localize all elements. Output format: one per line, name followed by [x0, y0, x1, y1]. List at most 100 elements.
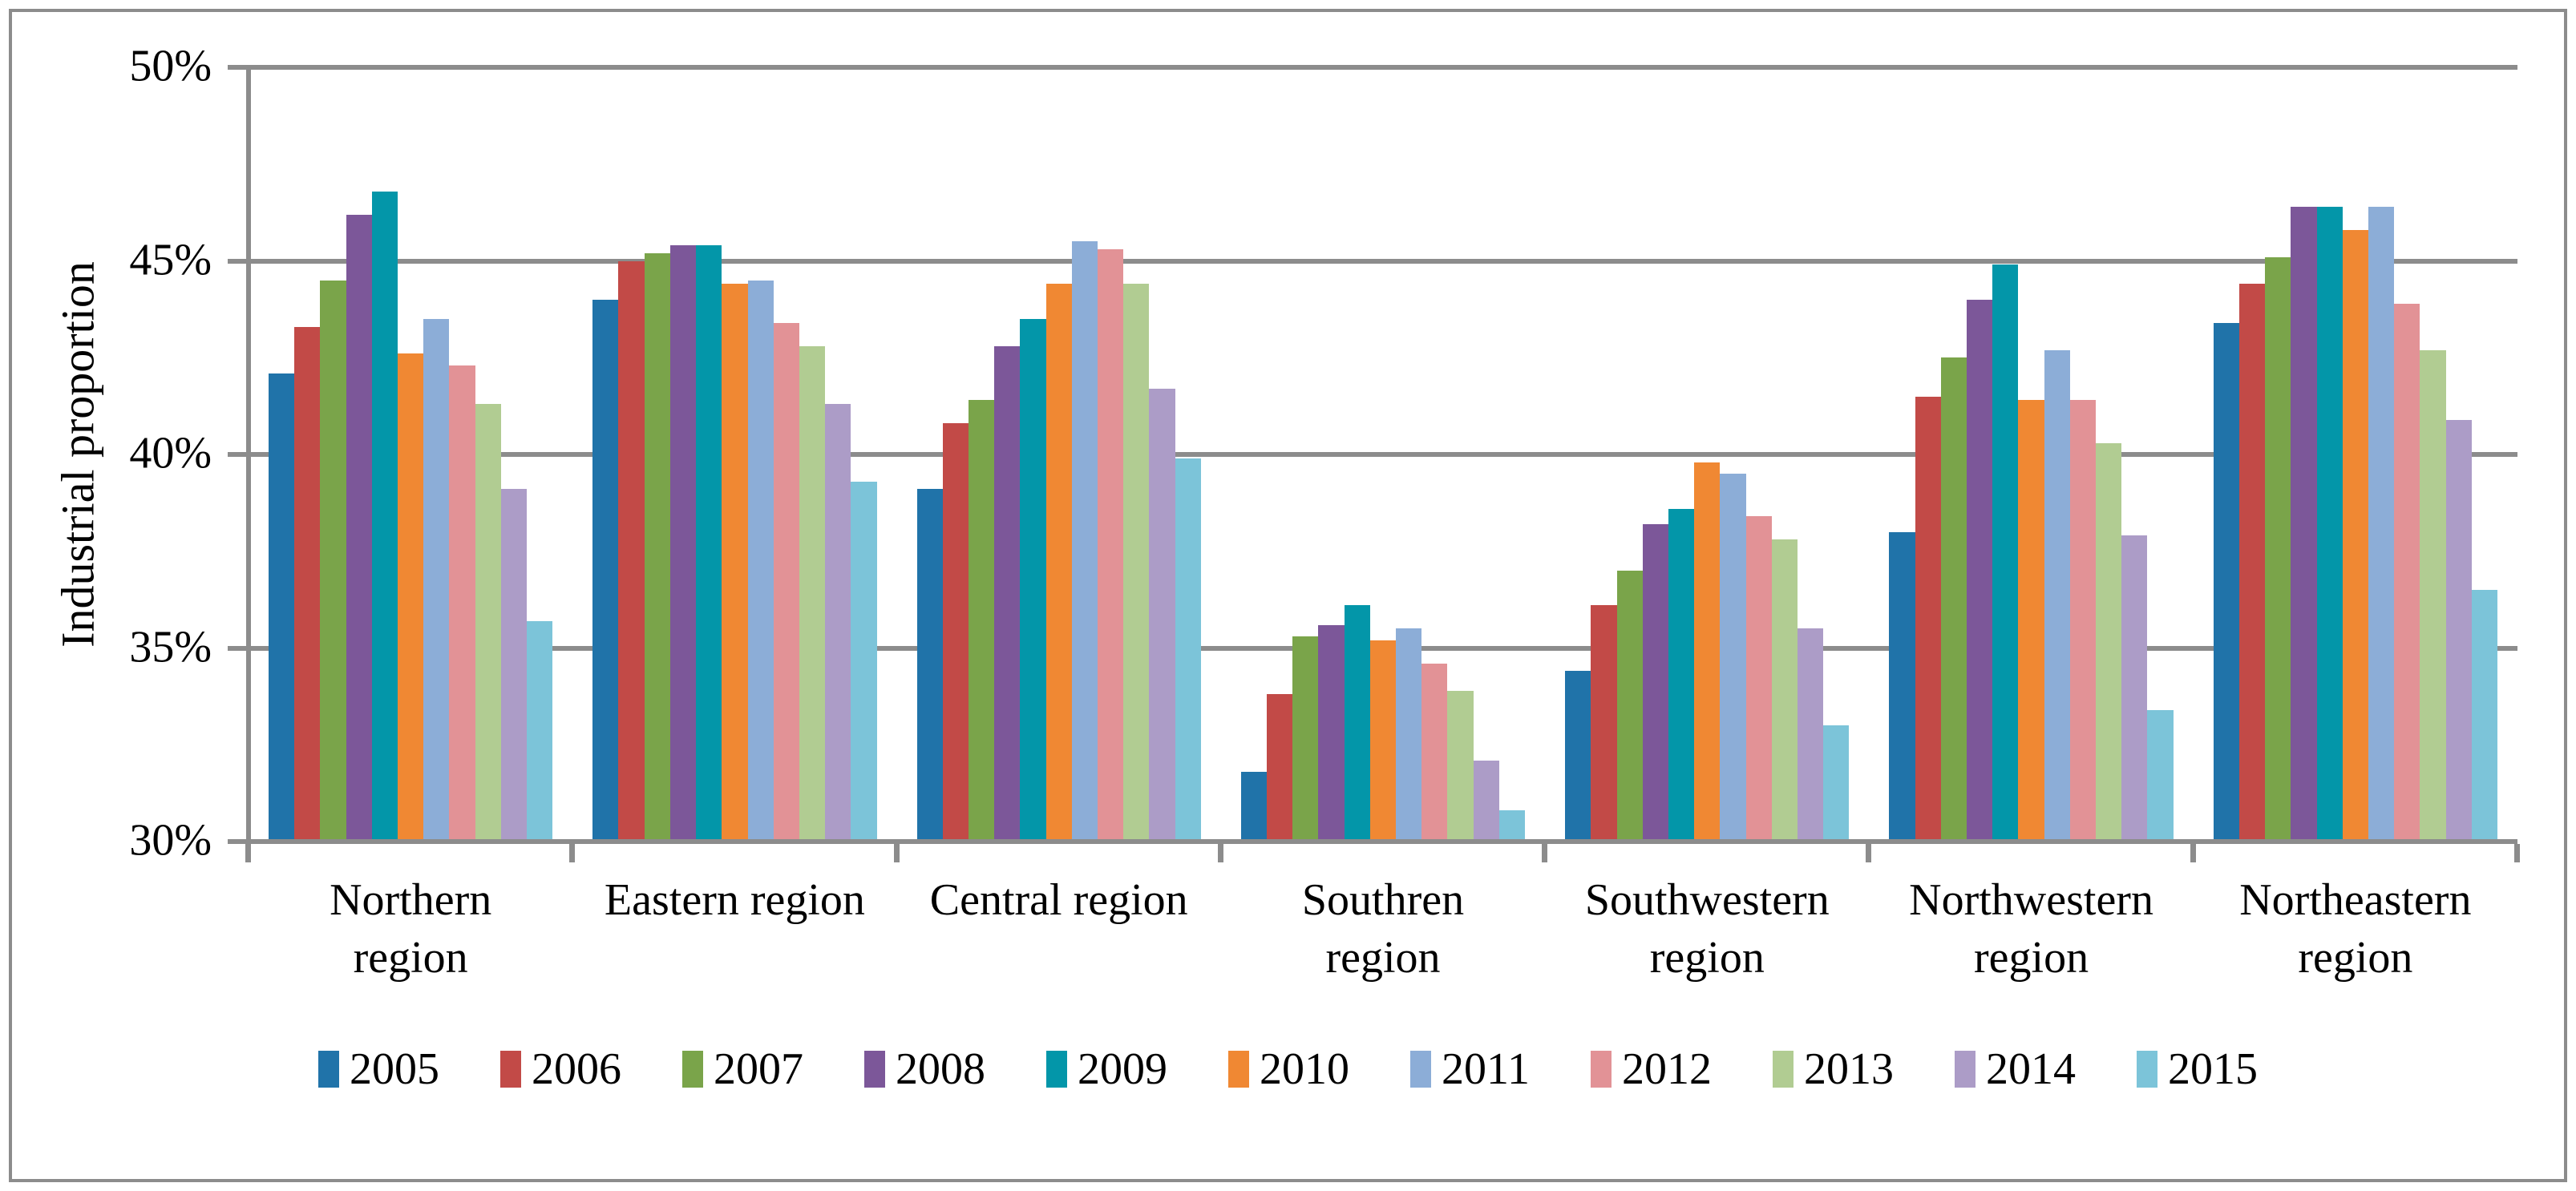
bar-2011 [423, 318, 450, 842]
bar-2005 [1565, 671, 1591, 842]
bar-2014 [1149, 388, 1175, 842]
plot-area [228, 65, 2520, 862]
x-tick-mark [569, 844, 576, 862]
legend-swatch-2007 [682, 1051, 704, 1088]
legend-swatch-2009 [1046, 1051, 1068, 1088]
bar-2007 [1940, 357, 1967, 842]
x-axis-line [249, 839, 2517, 844]
bar-2010 [1369, 640, 1397, 842]
legend-swatch-2010 [1228, 1051, 1250, 1088]
legend-item-2006: 2006 [500, 1044, 621, 1095]
bar-2009 [1668, 508, 1695, 842]
x-tick-mark [2190, 844, 2196, 862]
y-axis-line [246, 65, 251, 862]
legend-label-2011: 2011 [1442, 1044, 1530, 1094]
legend-swatch-2012 [1590, 1051, 1612, 1088]
y-tick-mark-40pct [228, 452, 246, 457]
legend-label-2014: 2014 [1985, 1044, 2076, 1094]
y-tick-label-45pct: 45% [129, 235, 212, 285]
bar-2015 [1175, 458, 1201, 842]
bar-2011 [1396, 628, 1422, 842]
gridline-45pct [249, 258, 2517, 264]
legend-label-2007: 2007 [714, 1044, 804, 1094]
x-tick-mark [1866, 844, 1872, 862]
bar-2013 [2096, 442, 2122, 842]
bar-2008 [1967, 299, 1993, 842]
legend-swatch-2006 [500, 1051, 522, 1088]
bar-2007 [1616, 570, 1643, 842]
y-tick-label-35pct: 35% [129, 622, 212, 672]
x-tick-mark [893, 844, 900, 862]
legend-label-2015: 2015 [2167, 1044, 2258, 1094]
bar-2010 [1045, 284, 1072, 842]
bar-2005 [1889, 531, 1915, 842]
legend-swatch-2008 [864, 1051, 886, 1088]
bar-2009 [2316, 206, 2343, 842]
x-tick-label-eastern-region: Eastern region [604, 875, 865, 925]
legend-swatch-2013 [1772, 1051, 1793, 1088]
bar-2007 [1292, 636, 1319, 842]
bar-2008 [994, 345, 1021, 842]
bar-2012 [449, 365, 475, 842]
y-tick-label-30pct: 30% [129, 815, 212, 866]
bar-group-southren-region [1221, 67, 1545, 842]
legend-item-2014: 2014 [1954, 1044, 2076, 1095]
y-tick-mark-45pct [228, 258, 246, 264]
x-tick-mark [2514, 844, 2520, 862]
legend-swatch-2005 [318, 1051, 340, 1088]
bar-2014 [2445, 419, 2472, 842]
bar-2011 [1720, 474, 1746, 842]
bar-group-eastern-region [572, 67, 896, 842]
bar-2013 [475, 404, 501, 842]
bar-group-central-region [897, 67, 1221, 842]
gridline-50pct [249, 65, 2517, 70]
bar-2009 [1020, 318, 1046, 842]
legend-label-2008: 2008 [896, 1044, 986, 1094]
bar-2007 [644, 252, 670, 842]
bar-2011 [2368, 206, 2395, 842]
bar-2009 [1992, 264, 2019, 842]
y-tick-mark-50pct [228, 65, 246, 70]
bar-2014 [1473, 760, 1499, 842]
bar-2006 [1915, 396, 1941, 842]
bar-2008 [669, 245, 697, 842]
legend-label-2009: 2009 [1078, 1044, 1168, 1094]
bar-2013 [2420, 349, 2446, 842]
bar-2013 [1447, 690, 1474, 842]
bar-group-northern-region [249, 67, 572, 842]
legend-label-2010: 2010 [1260, 1044, 1350, 1094]
y-tick-label-40pct: 40% [129, 428, 212, 478]
bar-group-northwestern-region [1869, 67, 2193, 842]
bar-2012 [2394, 303, 2420, 842]
bar-2010 [2018, 400, 2044, 842]
legend-label-2012: 2012 [1621, 1044, 1712, 1094]
bar-2014 [825, 404, 851, 842]
bar-2008 [346, 214, 372, 842]
bar-2012 [1745, 516, 1772, 842]
legend-item-2005: 2005 [318, 1044, 439, 1095]
bar-2006 [294, 326, 321, 842]
bar-2015 [2147, 709, 2174, 842]
bar-2014 [2121, 535, 2148, 842]
bar-2007 [968, 400, 995, 842]
bar-2013 [799, 345, 826, 842]
bar-2005 [1240, 772, 1268, 842]
legend-item-2009: 2009 [1046, 1044, 1167, 1095]
bar-2012 [1097, 249, 1124, 842]
x-tick-label-northwestern-region: Northwestern region [1909, 875, 2153, 983]
bar-2015 [527, 620, 553, 842]
bar-2015 [1823, 725, 1850, 842]
bar-2011 [1071, 241, 1098, 842]
bar-2006 [942, 423, 969, 842]
bar-2015 [2471, 590, 2497, 842]
bar-group-northeastern-region [2194, 67, 2517, 842]
legend-swatch-2015 [2136, 1051, 2157, 1088]
bar-2010 [722, 284, 748, 842]
y-tick-mark-35pct [228, 645, 246, 651]
bar-2009 [1344, 605, 1370, 842]
bar-2008 [1642, 523, 1668, 842]
legend-swatch-2011 [1410, 1051, 1432, 1088]
figure-border [9, 9, 2567, 1182]
gridline-40pct [249, 452, 2517, 457]
legend-item-2007: 2007 [682, 1044, 803, 1095]
